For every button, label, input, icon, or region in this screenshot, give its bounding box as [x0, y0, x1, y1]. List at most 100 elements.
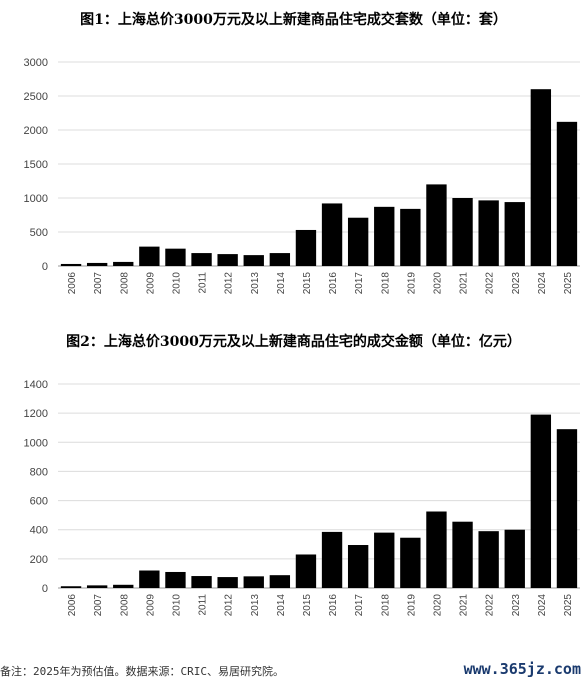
chart1-x-tick-label: 2011: [198, 272, 209, 294]
chart1-x-tick-label: 2006: [67, 272, 78, 295]
chart2-bar-2011: [191, 576, 212, 588]
chart2-x-tick-label: 2017: [354, 594, 365, 617]
chart2-title: 图2：上海总价3000万元及以上新建商品住宅的成交金额（单位：亿元）: [66, 334, 521, 350]
chart1-y-tick-label: 2500: [24, 91, 48, 103]
chart1-y-tick-label: 3000: [24, 57, 48, 69]
chart1-bar-2023: [504, 202, 525, 266]
chart1-bar-2010: [165, 248, 186, 266]
chart1-y-tick-label: 500: [30, 227, 48, 239]
chart1-x-tick-label: 2007: [93, 272, 104, 295]
chart2-bar-2008: [113, 584, 134, 588]
chart1-title: 图1：上海总价3000万元及以上新建商品住宅成交套数（单位：套）: [80, 12, 507, 28]
chart2-x-tick-label: 2018: [380, 594, 391, 617]
chart2-bar-2009: [139, 570, 160, 588]
footnote: 备注：2025年为预估值。数据来源：CRIC、易居研究院。: [0, 665, 284, 678]
chart1-bar-2017: [347, 217, 369, 266]
chart2-y-tick-label: 1400: [24, 379, 48, 391]
chart2-bar-2007: [86, 585, 108, 588]
chart1-x-tick-label: 2009: [145, 272, 156, 295]
chart2-x-tick-label: 2010: [171, 594, 182, 617]
chart2-bar-2018: [374, 532, 395, 588]
chart1-x-tick-label: 2025: [563, 272, 574, 295]
chart2-bar-2017: [347, 545, 369, 588]
chart2-y-tick-label: 800: [30, 466, 48, 478]
chart2-bar-2025: [556, 429, 578, 588]
chart1-bar-2013: [243, 255, 264, 266]
chart1-x-tick-label: 2020: [432, 272, 443, 295]
chart1-x-tick-label: 2012: [224, 272, 235, 295]
chart2-bar-2020: [426, 511, 447, 588]
chart2-x-tick-label: 2007: [93, 594, 104, 617]
chart2-x-tick-label: 2009: [145, 594, 156, 617]
chart1-bar-2015: [295, 229, 317, 266]
chart1-bar-2008: [113, 261, 134, 266]
chart1-x-tick-label: 2010: [171, 272, 182, 295]
chart2-bar-2015: [295, 554, 317, 588]
chart1-bar-2024: [530, 89, 552, 266]
chart2-bar-2014: [269, 575, 291, 588]
chart1-bar-2006: [60, 263, 82, 266]
chart1-x-tick-label: 2017: [354, 272, 365, 295]
chart1-bar-2019: [400, 208, 421, 266]
chart2-y-tick-label: 400: [30, 525, 48, 537]
chart1-bar-2007: [86, 262, 108, 266]
chart1-x-tick-label: 2018: [380, 272, 391, 295]
chart2-bar-2010: [165, 571, 186, 588]
chart1-x-tick-label: 2008: [119, 272, 130, 295]
chart1-y-tick-label: 0: [42, 261, 48, 273]
watermark: www.365jz.com: [463, 660, 581, 678]
chart2-x-tick-label: 2006: [67, 594, 78, 617]
chart1-y-tick-label: 2000: [24, 125, 48, 137]
chart2-bar-2016: [321, 531, 343, 588]
chart2-x-tick-label: 2011: [198, 594, 209, 616]
chart1-x-tick-label: 2022: [485, 272, 496, 295]
chart2-y-tick-label: 1000: [24, 437, 48, 449]
chart2-y-tick-label: 1200: [24, 408, 48, 420]
chart1-x-tick-label: 2019: [406, 272, 417, 295]
chart1-x-tick-label: 2014: [276, 272, 287, 295]
chart1-bar-2011: [191, 253, 212, 266]
chart2-x-tick-label: 2023: [511, 594, 522, 617]
chart1-bar-chart: 0 500 1000 1500 2000 2500 3000 2006 2007 2008 2009…: [24, 57, 580, 295]
chart1-y-tick-label: 1000: [24, 193, 48, 205]
chart2-x-tick-label: 2022: [485, 594, 496, 617]
chart2-x-tick-label: 2014: [276, 594, 287, 617]
chart2-x-tick-label: 2024: [537, 594, 548, 617]
chart2-x-tick-label: 2016: [328, 594, 339, 617]
chart2-x-tick-label: 2015: [302, 594, 313, 617]
chart1-x-tick-label: 2015: [302, 272, 313, 295]
chart2-y-tick-label: 200: [30, 554, 48, 566]
chart1-bar-2016: [321, 203, 343, 266]
chart1-x-tick-label: 2013: [250, 272, 261, 295]
chart1-bar-2018: [374, 206, 395, 266]
chart2-x-tick-label: 2025: [563, 594, 574, 617]
chart1-bar-2025: [556, 121, 578, 266]
chart1-bar-2020: [426, 184, 447, 266]
chart2-x-tick-label: 2021: [459, 594, 470, 617]
chart2-x-tick-label: 2020: [432, 594, 443, 617]
chart1-x-tick-label: 2021: [459, 272, 470, 295]
chart2-bar-2006: [60, 586, 82, 588]
chart2-y-tick-label: 600: [30, 496, 48, 508]
chart1-x-tick-label: 2016: [328, 272, 339, 295]
chart1-bar-2021: [452, 198, 473, 266]
chart2-x-tick-label: 2008: [119, 594, 130, 617]
chart2-y-tick-label: 0: [42, 583, 48, 595]
chart2-bar-2013: [243, 576, 264, 588]
chart1-x-tick-label: 2023: [511, 272, 522, 295]
chart1-bar-2009: [139, 246, 160, 266]
chart2-bar-chart: 0 200 400 600 800 1000 1200 1400 2006 2007 2008 200…: [24, 379, 580, 617]
chart2-bar-2022: [478, 531, 499, 588]
chart2-x-tick-label: 2012: [224, 594, 235, 617]
chart2-x-tick-label: 2019: [406, 594, 417, 617]
chart2-bar-2023: [504, 529, 525, 588]
chart2-bar-2012: [217, 577, 238, 588]
chart2-bar-2024: [530, 414, 552, 588]
chart2-bar-2019: [400, 537, 421, 588]
chart2-bar-2021: [452, 521, 473, 588]
chart1-bar-2012: [217, 254, 238, 266]
chart1-y-tick-label: 1500: [24, 159, 48, 171]
chart1-bar-2022: [478, 200, 499, 266]
chart2-x-tick-label: 2013: [250, 594, 261, 617]
chart1-bar-2014: [269, 253, 291, 266]
